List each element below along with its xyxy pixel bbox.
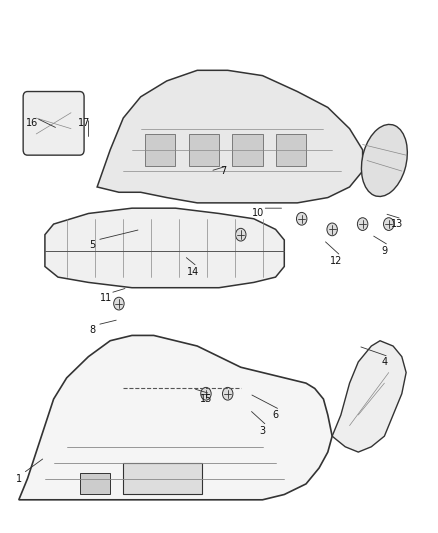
Text: 4: 4 <box>381 357 388 367</box>
Text: 3: 3 <box>259 426 265 436</box>
Text: 1: 1 <box>16 474 22 483</box>
Bar <box>188 134 219 166</box>
Polygon shape <box>97 70 363 203</box>
Text: 16: 16 <box>26 118 38 128</box>
Bar <box>123 463 201 495</box>
Bar <box>145 134 176 166</box>
Polygon shape <box>19 335 332 500</box>
Text: 6: 6 <box>272 410 279 420</box>
Polygon shape <box>332 341 406 452</box>
Polygon shape <box>45 208 284 288</box>
Circle shape <box>357 217 368 230</box>
Text: 11: 11 <box>100 293 112 303</box>
Ellipse shape <box>361 124 407 197</box>
Bar <box>167 473 197 495</box>
Text: 7: 7 <box>220 166 226 176</box>
Text: 13: 13 <box>391 219 403 229</box>
Text: 8: 8 <box>90 325 96 335</box>
Text: 17: 17 <box>78 118 90 128</box>
Bar <box>80 473 110 495</box>
Circle shape <box>327 223 337 236</box>
FancyBboxPatch shape <box>23 92 84 155</box>
Text: 10: 10 <box>252 208 264 219</box>
Bar <box>123 473 154 495</box>
Circle shape <box>297 213 307 225</box>
Bar <box>232 134 262 166</box>
Text: 12: 12 <box>330 256 343 266</box>
Circle shape <box>201 387 211 400</box>
Bar <box>276 134 306 166</box>
Text: 9: 9 <box>381 246 388 256</box>
Text: 5: 5 <box>90 240 96 251</box>
Text: 14: 14 <box>187 267 199 277</box>
Circle shape <box>223 387 233 400</box>
Circle shape <box>236 228 246 241</box>
Circle shape <box>114 297 124 310</box>
Circle shape <box>384 217 394 230</box>
Text: 15: 15 <box>200 394 212 404</box>
